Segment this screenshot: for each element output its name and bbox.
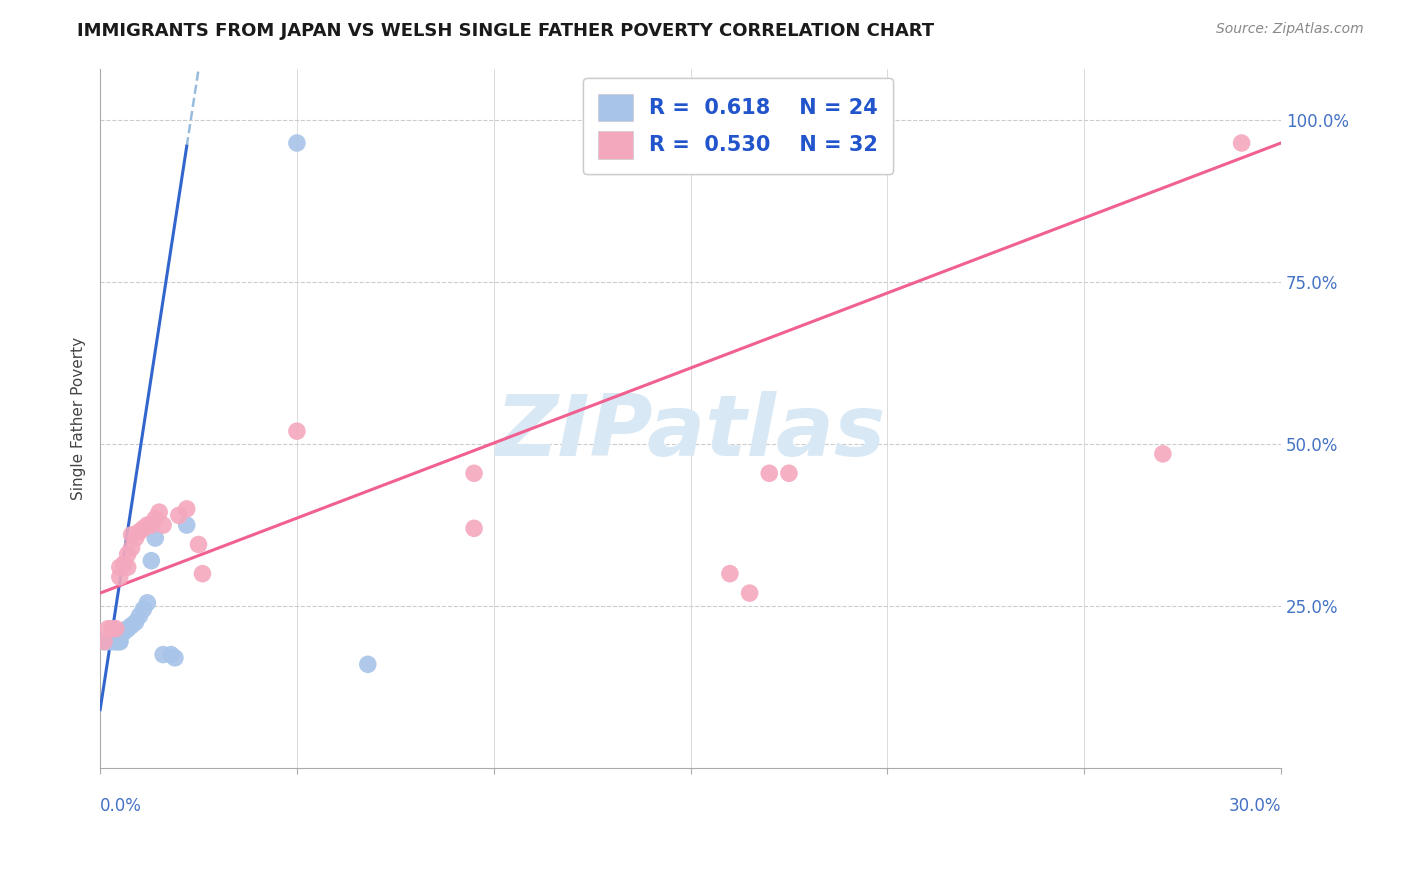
Point — [104, 634, 127, 648]
Point — [357, 657, 380, 672]
Point — [132, 521, 155, 535]
Point — [108, 634, 131, 648]
Point — [112, 624, 135, 639]
Point — [143, 531, 166, 545]
Point — [463, 467, 485, 481]
Point — [758, 467, 780, 481]
Point — [117, 547, 139, 561]
Point — [148, 505, 170, 519]
Point — [101, 634, 124, 648]
Point — [108, 560, 131, 574]
Point — [176, 502, 198, 516]
Legend: R =  0.618    N = 24, R =  0.530    N = 32: R = 0.618 N = 24, R = 0.530 N = 32 — [583, 78, 893, 174]
Point — [112, 624, 135, 639]
Point — [1152, 447, 1174, 461]
Point — [738, 586, 761, 600]
Point — [93, 634, 115, 648]
Point — [124, 615, 146, 630]
Point — [128, 608, 150, 623]
Point — [778, 467, 800, 481]
Point — [117, 622, 139, 636]
Point — [167, 508, 190, 523]
Point — [163, 650, 186, 665]
Point — [463, 521, 485, 535]
Point — [141, 554, 163, 568]
Point — [117, 622, 139, 636]
Point — [112, 557, 135, 571]
Point — [101, 622, 124, 636]
Point — [136, 518, 159, 533]
Point — [132, 602, 155, 616]
Point — [121, 541, 143, 555]
Point — [121, 528, 143, 542]
Point — [136, 596, 159, 610]
Point — [285, 424, 308, 438]
Point — [191, 566, 214, 581]
Text: 0.0%: 0.0% — [100, 797, 142, 815]
Point — [97, 622, 120, 636]
Point — [143, 511, 166, 525]
Text: 30.0%: 30.0% — [1229, 797, 1281, 815]
Text: IMMIGRANTS FROM JAPAN VS WELSH SINGLE FATHER POVERTY CORRELATION CHART: IMMIGRANTS FROM JAPAN VS WELSH SINGLE FA… — [77, 22, 935, 40]
Point — [285, 136, 308, 150]
Point — [1230, 136, 1253, 150]
Point — [124, 531, 146, 545]
Point — [108, 634, 131, 648]
Point — [187, 537, 209, 551]
Point — [121, 618, 143, 632]
Y-axis label: Single Father Poverty: Single Father Poverty — [72, 336, 86, 500]
Point — [104, 634, 127, 648]
Text: ZIPatlas: ZIPatlas — [495, 391, 886, 474]
Point — [718, 566, 741, 581]
Point — [160, 648, 183, 662]
Point — [93, 634, 115, 648]
Point — [117, 560, 139, 574]
Text: Source: ZipAtlas.com: Source: ZipAtlas.com — [1216, 22, 1364, 37]
Point — [128, 524, 150, 539]
Point — [108, 570, 131, 584]
Point — [152, 648, 174, 662]
Point — [141, 518, 163, 533]
Point — [104, 622, 127, 636]
Point — [176, 518, 198, 533]
Point — [152, 518, 174, 533]
Point — [97, 634, 120, 648]
